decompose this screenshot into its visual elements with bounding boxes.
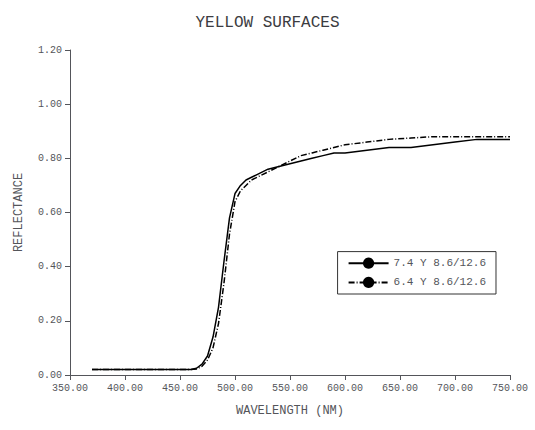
svg-text:1.20: 1.20 [38, 45, 62, 56]
svg-text:750.00: 750.00 [492, 383, 528, 394]
svg-text:550.00: 550.00 [272, 383, 308, 394]
svg-text:400.00: 400.00 [107, 383, 143, 394]
svg-text:REFLECTANCE: REFLECTANCE [12, 173, 26, 252]
svg-text:650.00: 650.00 [382, 383, 418, 394]
svg-text:0.00: 0.00 [38, 370, 62, 381]
svg-text:450.00: 450.00 [162, 383, 198, 394]
svg-text:0.60: 0.60 [38, 207, 62, 218]
svg-text:350.00: 350.00 [52, 383, 88, 394]
svg-text:0.80: 0.80 [38, 153, 62, 164]
svg-text:WAVELENGTH (NM): WAVELENGTH (NM) [236, 404, 344, 418]
svg-text:600.00: 600.00 [327, 383, 363, 394]
svg-text:6.4 Y 8.6/12.6: 6.4 Y 8.6/12.6 [394, 276, 486, 288]
svg-text:500.00: 500.00 [217, 383, 253, 394]
svg-text:7.4 Y 8.6/12.6: 7.4 Y 8.6/12.6 [394, 257, 486, 269]
svg-text:0.20: 0.20 [38, 315, 62, 326]
svg-text:0.40: 0.40 [38, 261, 62, 272]
svg-text:700.00: 700.00 [437, 383, 473, 394]
svg-text:1.00: 1.00 [38, 99, 62, 110]
svg-text:YELLOW SURFACES: YELLOW SURFACES [195, 14, 339, 32]
